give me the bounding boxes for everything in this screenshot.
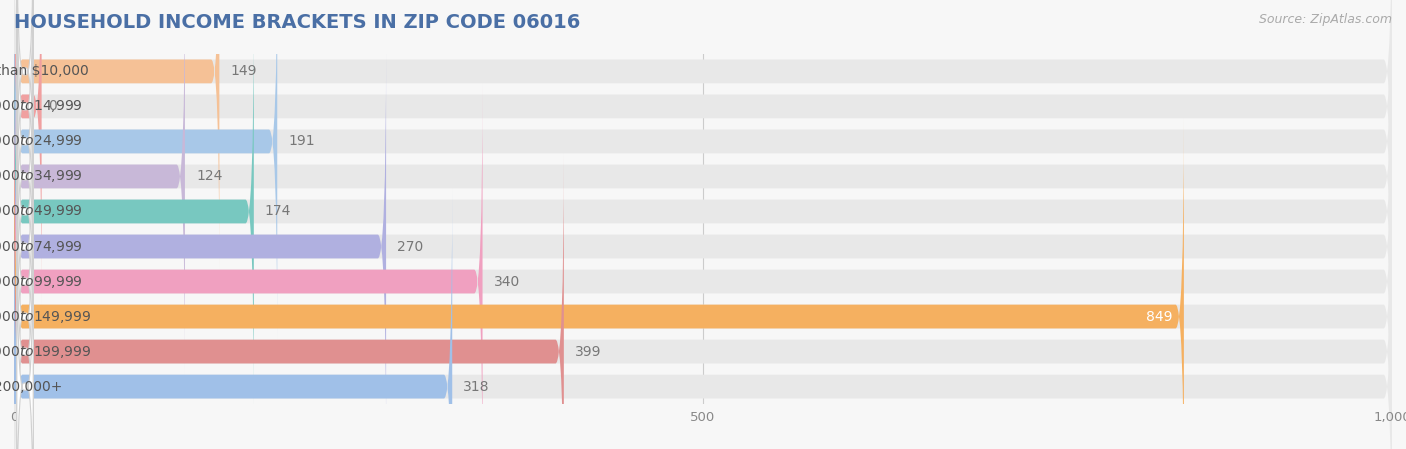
- Text: 0: 0: [48, 99, 58, 114]
- FancyBboxPatch shape: [14, 0, 1392, 374]
- FancyBboxPatch shape: [14, 48, 387, 445]
- FancyBboxPatch shape: [17, 0, 34, 313]
- FancyBboxPatch shape: [17, 40, 34, 383]
- FancyBboxPatch shape: [14, 119, 1184, 449]
- FancyBboxPatch shape: [14, 0, 1392, 339]
- FancyBboxPatch shape: [14, 13, 254, 409]
- Text: 191: 191: [288, 134, 315, 149]
- FancyBboxPatch shape: [17, 110, 34, 449]
- FancyBboxPatch shape: [14, 0, 277, 339]
- FancyBboxPatch shape: [17, 75, 34, 418]
- Text: 270: 270: [396, 239, 423, 254]
- Text: 318: 318: [463, 379, 489, 394]
- FancyBboxPatch shape: [17, 0, 34, 243]
- FancyBboxPatch shape: [14, 119, 1392, 449]
- FancyBboxPatch shape: [14, 0, 186, 374]
- FancyBboxPatch shape: [14, 189, 1392, 449]
- FancyBboxPatch shape: [14, 189, 453, 449]
- FancyBboxPatch shape: [14, 0, 1392, 304]
- FancyBboxPatch shape: [17, 145, 34, 449]
- FancyBboxPatch shape: [14, 0, 1392, 269]
- FancyBboxPatch shape: [14, 154, 564, 449]
- FancyBboxPatch shape: [17, 0, 34, 278]
- FancyBboxPatch shape: [17, 180, 34, 449]
- FancyBboxPatch shape: [17, 5, 34, 348]
- Text: $15,000 to $24,999: $15,000 to $24,999: [0, 133, 83, 150]
- FancyBboxPatch shape: [14, 84, 482, 449]
- Text: $100,000 to $149,999: $100,000 to $149,999: [0, 308, 91, 325]
- FancyBboxPatch shape: [14, 13, 1392, 409]
- Text: $10,000 to $14,999: $10,000 to $14,999: [0, 98, 83, 114]
- Text: 124: 124: [195, 169, 222, 184]
- FancyBboxPatch shape: [17, 215, 34, 449]
- FancyBboxPatch shape: [14, 48, 1392, 445]
- Text: $50,000 to $74,999: $50,000 to $74,999: [0, 238, 83, 255]
- FancyBboxPatch shape: [14, 84, 1392, 449]
- Text: $35,000 to $49,999: $35,000 to $49,999: [0, 203, 83, 220]
- Text: 340: 340: [494, 274, 520, 289]
- Text: 399: 399: [575, 344, 602, 359]
- Text: Source: ZipAtlas.com: Source: ZipAtlas.com: [1258, 13, 1392, 26]
- Text: HOUSEHOLD INCOME BRACKETS IN ZIP CODE 06016: HOUSEHOLD INCOME BRACKETS IN ZIP CODE 06…: [14, 13, 581, 32]
- Text: $25,000 to $34,999: $25,000 to $34,999: [0, 168, 83, 185]
- FancyBboxPatch shape: [14, 154, 1392, 449]
- Text: Less than $10,000: Less than $10,000: [0, 64, 89, 79]
- FancyBboxPatch shape: [14, 0, 219, 269]
- Text: 849: 849: [1146, 309, 1173, 324]
- Text: 174: 174: [264, 204, 291, 219]
- Text: $75,000 to $99,999: $75,000 to $99,999: [0, 273, 83, 290]
- Text: 149: 149: [231, 64, 257, 79]
- Text: $150,000 to $199,999: $150,000 to $199,999: [0, 343, 91, 360]
- FancyBboxPatch shape: [14, 0, 42, 304]
- Text: $200,000+: $200,000+: [0, 379, 63, 394]
